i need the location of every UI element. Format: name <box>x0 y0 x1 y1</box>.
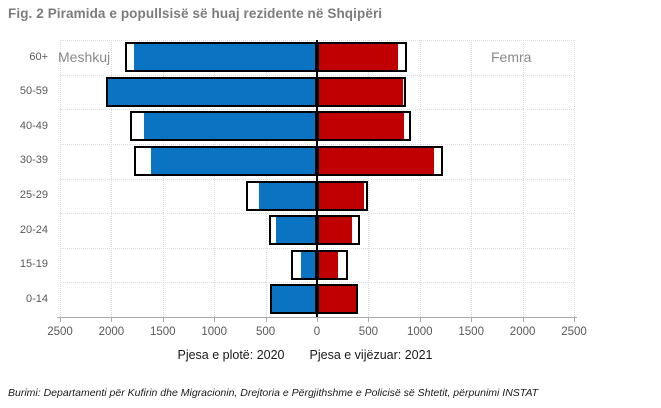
male-bar-outline-2021 <box>124 42 317 72</box>
x-axis-tick <box>265 318 267 322</box>
female-bar-fill-2020 <box>319 286 356 313</box>
x-axis-tick-label: 2500 <box>47 326 73 338</box>
x-axis-tick <box>419 318 421 322</box>
male-bar-outline-2021 <box>291 249 317 280</box>
male-bar-outline-2021 <box>246 180 317 211</box>
figure-title: Fig. 2 Piramida e popullsisë së huaj rez… <box>8 6 383 21</box>
x-axis-tick-label: 1500 <box>458 326 484 338</box>
x-axis-tick-label: 500 <box>358 326 378 338</box>
x-axis-tick-label: 0 <box>313 326 321 338</box>
age-group-label: 15-19 <box>19 258 48 271</box>
female-bar-outline-2021 <box>317 145 444 176</box>
x-axis-tick <box>317 318 318 322</box>
x-axis-tick-label: 1500 <box>150 326 176 338</box>
male-side-label: Meshkuj <box>58 49 111 65</box>
female-bar-outline-2021 <box>317 111 411 142</box>
x-axis-tick <box>60 318 61 322</box>
age-group-label: 0-14 <box>25 292 48 305</box>
x-axis-tick <box>522 318 524 322</box>
female-bar-outline-2021 <box>317 42 408 72</box>
male-bar-outline-2021 <box>130 111 317 142</box>
male-bar-fill-2020 <box>300 251 315 278</box>
female-bar-outline-2021 <box>317 284 359 315</box>
age-group-label: 50-59 <box>19 85 48 98</box>
male-bar-fill-2020 <box>272 286 315 313</box>
male-bar-fill-2020 <box>258 182 315 209</box>
age-group-label: 60+ <box>29 50 48 63</box>
source-note: Burimi: Departamenti për Kufirin dhe Mig… <box>8 387 539 399</box>
female-bar-outline-2021 <box>317 76 407 107</box>
female-bar-fill-2020 <box>319 217 352 244</box>
male-bar-fill-2020 <box>144 113 315 140</box>
female-bar-fill-2020 <box>319 251 339 278</box>
x-axis-line <box>57 317 577 318</box>
x-axis-tick <box>368 318 370 322</box>
male-bar-outline-2021 <box>269 215 317 246</box>
male-bar-fill-2020 <box>133 44 315 70</box>
male-bar-fill-2020 <box>151 147 315 174</box>
x-axis-tick <box>214 318 216 322</box>
x-axis-tick-label: 1000 <box>407 326 433 338</box>
female-bar-outline-2021 <box>317 180 368 211</box>
x-axis-tick-label: 2000 <box>509 326 536 338</box>
age-group-label: 30-39 <box>19 154 48 167</box>
x-axis-tick-label: 2500 <box>561 326 587 338</box>
female-bar-fill-2020 <box>319 78 403 105</box>
chart-legend: Pjesa e plotë: 2020 Pjesa e vijëzuar: 202… <box>48 348 562 362</box>
x-axis-tick <box>162 318 164 322</box>
female-bar-fill-2020 <box>319 147 434 174</box>
female-bar-outline-2021 <box>317 215 360 246</box>
x-axis-tick <box>574 318 575 322</box>
x-axis-tick <box>111 318 113 322</box>
legend-outlined-2021: Pjesa e vijëzuar: 2021 <box>309 348 433 362</box>
legend-solid-2020: Pjesa e plotë: 2020 <box>177 348 285 362</box>
x-axis-tick-label: 500 <box>256 326 276 338</box>
male-bar-fill-2020 <box>275 217 315 244</box>
male-bar-outline-2021 <box>133 145 317 176</box>
age-group-label: 20-24 <box>19 223 48 236</box>
x-axis-tick-label: 2000 <box>98 326 125 338</box>
age-group-label: 40-49 <box>19 119 48 132</box>
female-bar-outline-2021 <box>317 249 348 280</box>
female-bar-fill-2020 <box>319 44 398 70</box>
age-group-label: 25-29 <box>19 189 48 201</box>
male-bar-outline-2021 <box>270 284 317 315</box>
x-axis-tick <box>471 318 473 322</box>
x-axis-tick-label: 1000 <box>201 326 227 338</box>
male-bar-outline-2021 <box>106 76 317 107</box>
vertical-gridline <box>574 40 575 317</box>
female-side-label: Femra <box>491 49 532 65</box>
female-bar-fill-2020 <box>319 113 404 140</box>
zero-axis-line <box>316 40 318 317</box>
female-bar-fill-2020 <box>319 182 364 209</box>
male-bar-fill-2020 <box>108 78 315 105</box>
